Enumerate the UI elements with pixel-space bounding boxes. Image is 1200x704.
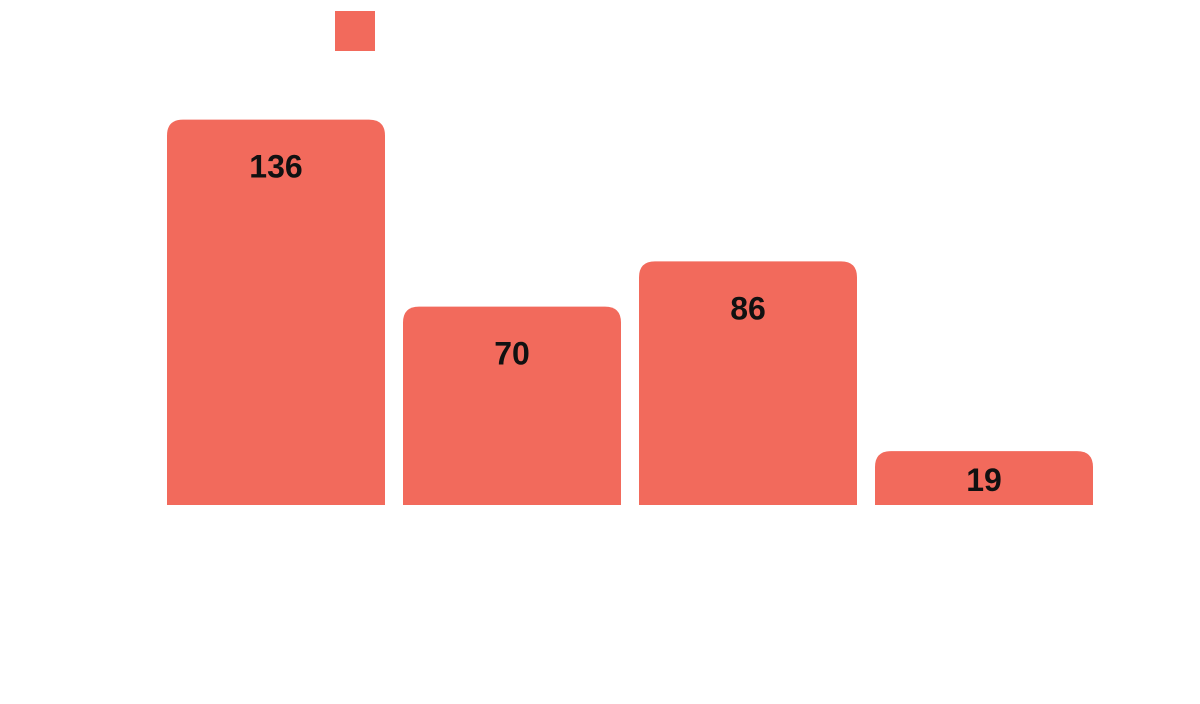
- bar-3[interactable]: [639, 261, 857, 505]
- data-label-1: 136: [249, 149, 302, 185]
- data-label-4: 19: [966, 462, 1002, 498]
- bar-4[interactable]: [875, 451, 1093, 505]
- chart-legend[interactable]: [335, 11, 375, 51]
- bar-2[interactable]: [403, 306, 621, 505]
- bar-1[interactable]: [167, 119, 385, 506]
- data-label-3: 86: [730, 290, 766, 326]
- data-labels-group: 136 70 86 19: [249, 149, 1001, 498]
- legend-swatch[interactable]: [335, 11, 375, 51]
- bars-group: [167, 119, 1093, 506]
- data-label-2: 70: [494, 336, 530, 372]
